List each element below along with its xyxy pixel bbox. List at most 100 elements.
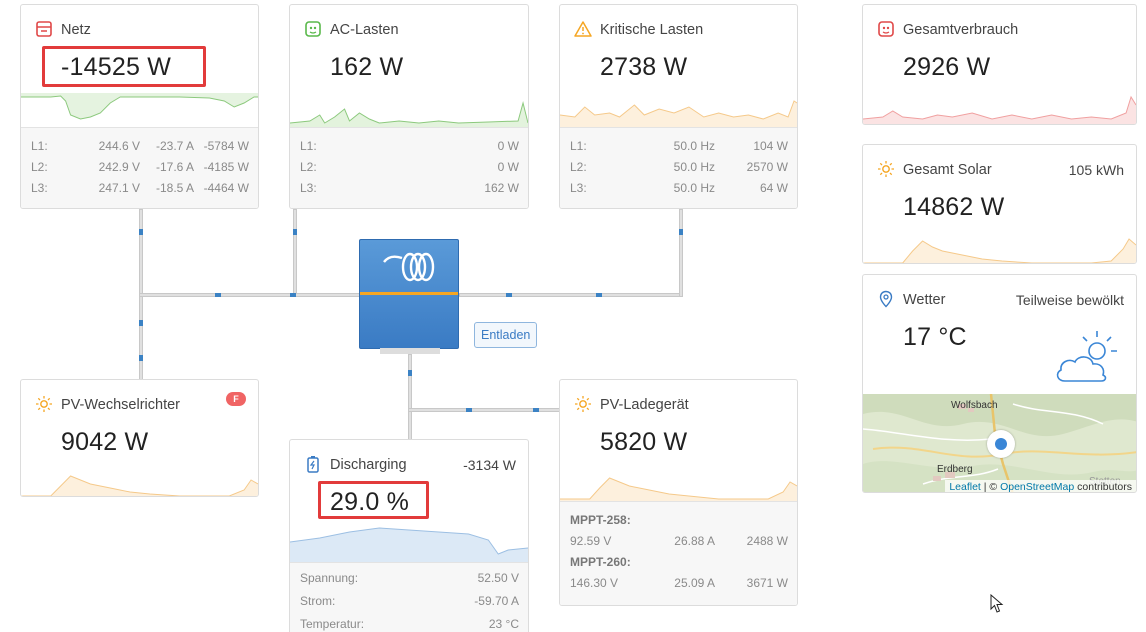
total-solar-sparkline bbox=[863, 238, 1136, 263]
ac-row-l2: L2: 0 W bbox=[300, 160, 519, 174]
grid-title: Netz bbox=[61, 22, 91, 38]
warning-icon bbox=[574, 21, 592, 37]
flow-dot bbox=[596, 293, 602, 297]
inverter-unit[interactable] bbox=[359, 239, 459, 349]
total-solar-title: Gesamt Solar bbox=[903, 162, 992, 178]
battery-title: Discharging bbox=[330, 457, 407, 473]
total-solar-card[interactable]: Gesamt Solar 105 kWh 14862 W bbox=[862, 144, 1137, 264]
critical-loads-sparkline bbox=[560, 100, 797, 127]
ac-loads-details: L1: 0 W L2: 0 W L3: 162 W bbox=[290, 127, 528, 208]
battery-row-current: Strom: -59.70 A bbox=[300, 594, 519, 608]
flow-dot bbox=[139, 320, 143, 326]
critical-loads-details: L1: 50.0 Hz 104 W L2: 50.0 Hz 2570 W L3:… bbox=[560, 127, 797, 208]
pv-inverter-card[interactable]: PV-Wechselrichter F 9042 W bbox=[20, 379, 259, 497]
flow-dot bbox=[679, 229, 683, 235]
grid-row-l1: L1: 244.6 V -23.7 A -5784 W bbox=[31, 139, 249, 153]
mppt-258-title: MPPT-258: bbox=[570, 513, 631, 527]
critical-row-l2: L2: 50.0 Hz 2570 W bbox=[570, 160, 788, 174]
battery-row-voltage: Spannung: 52.50 V bbox=[300, 571, 519, 585]
critical-loads-power: 2738 W bbox=[600, 53, 688, 81]
pv-charger-power: 5820 W bbox=[600, 428, 688, 456]
total-consumption-sparkline bbox=[863, 95, 1136, 124]
map-location-marker[interactable] bbox=[987, 430, 1015, 458]
critical-row-l1: L1: 50.0 Hz 104 W bbox=[570, 139, 788, 153]
ac-loads-title: AC-Lasten bbox=[330, 22, 399, 38]
wire-right-horizontal bbox=[459, 293, 683, 297]
wire-inverter-down bbox=[408, 354, 412, 440]
battery-sparkline bbox=[290, 527, 528, 562]
fronius-badge: F bbox=[226, 392, 246, 406]
grid-sparkline bbox=[21, 93, 258, 120]
flow-dot bbox=[139, 229, 143, 235]
wire-ac-down bbox=[293, 209, 297, 297]
sun-icon bbox=[36, 396, 52, 412]
weather-condition: Teilweise bewölkt bbox=[1015, 292, 1124, 308]
battery-soc: 29.0 % bbox=[330, 488, 410, 516]
mppt-260-row: 146.30 V 25.09 A 3671 W bbox=[570, 576, 788, 590]
pv-charger-card[interactable]: PV-Ladegerät 5820 W MPPT-258: 92.59 V 26… bbox=[559, 379, 798, 606]
wire-main-horizontal bbox=[139, 293, 360, 297]
osm-link[interactable]: OpenStreetMap bbox=[1000, 481, 1075, 493]
critical-row-l3: L3: 50.0 Hz 64 W bbox=[570, 181, 788, 195]
total-consumption-card[interactable]: Gesamtverbrauch 2926 W bbox=[862, 4, 1137, 125]
ac-row-l1: L1: 0 W bbox=[300, 139, 519, 153]
weather-map[interactable]: Wolfsbach Erdberg Stetten Leaflet | © Op… bbox=[863, 394, 1136, 493]
map-label-erdberg: Erdberg bbox=[937, 464, 973, 475]
outlet-icon bbox=[305, 21, 321, 37]
flow-dot bbox=[293, 229, 297, 235]
total-solar-energy: 105 kWh bbox=[1068, 162, 1124, 178]
inverter-stripe bbox=[360, 292, 458, 295]
sun-icon bbox=[878, 161, 894, 177]
critical-loads-card[interactable]: Kritische Lasten 2738 W L1: 50.0 Hz 104 … bbox=[559, 4, 798, 209]
map-label-wolfsbach: Wolfsbach bbox=[951, 400, 998, 411]
grid-details: L1: 244.6 V -23.7 A -5784 W L2: 242.9 V … bbox=[21, 127, 258, 208]
mouse-cursor-icon bbox=[990, 594, 1004, 613]
flow-dot bbox=[290, 293, 296, 297]
inverter-state-badge: Entladen bbox=[474, 322, 538, 348]
leaflet-link[interactable]: Leaflet bbox=[949, 481, 981, 493]
sun-icon bbox=[575, 396, 591, 412]
battery-card[interactable]: Discharging -3134 W 29.0 % Spannung: 52.… bbox=[289, 439, 529, 632]
weather-temperature: 17 °C bbox=[903, 323, 967, 351]
battery-row-temperature: Temperatur: 23 °C bbox=[300, 617, 519, 631]
battery-power: -3134 W bbox=[463, 457, 516, 473]
partly-cloudy-icon bbox=[1056, 331, 1117, 382]
total-solar-power: 14862 W bbox=[903, 193, 1005, 221]
ac-loads-card[interactable]: AC-Lasten 162 W L1: 0 W L2: 0 W L3: 162 … bbox=[289, 4, 529, 209]
grid-icon bbox=[36, 21, 52, 37]
flow-dot bbox=[533, 408, 539, 412]
weather-title: Wetter bbox=[903, 292, 946, 308]
pv-inverter-title: PV-Wechselrichter bbox=[61, 397, 180, 413]
grid-card[interactable]: Netz -14525 W L1: 244.6 V -23.7 A -5784 … bbox=[20, 4, 259, 209]
battery-details: Spannung: 52.50 V Strom: -59.70 A Temper… bbox=[290, 562, 528, 632]
map-attribution: Leaflet | © OpenStreetMap contributors bbox=[945, 480, 1136, 493]
location-pin-icon bbox=[879, 290, 893, 308]
pv-charger-sparkline bbox=[560, 477, 797, 501]
battery-icon bbox=[307, 456, 319, 473]
total-consumption-power: 2926 W bbox=[903, 53, 991, 81]
consumption-icon bbox=[878, 21, 894, 37]
pv-inverter-power: 9042 W bbox=[61, 428, 149, 456]
pv-charger-title: PV-Ladegerät bbox=[600, 397, 689, 413]
pv-inverter-sparkline bbox=[21, 475, 258, 496]
ac-loads-power: 162 W bbox=[330, 53, 404, 81]
flow-dot bbox=[215, 293, 221, 297]
mppt-260-title: MPPT-260: bbox=[570, 555, 631, 569]
ac-loads-sparkline bbox=[290, 101, 528, 127]
flow-dot bbox=[506, 293, 512, 297]
weather-card[interactable]: Wetter Teilweise bewölkt 17 °C Wolfsba bbox=[862, 274, 1137, 493]
ac-row-l3: L3: 162 W bbox=[300, 181, 519, 195]
flow-dot bbox=[408, 370, 412, 376]
flow-dot bbox=[466, 408, 472, 412]
inverter-base bbox=[380, 348, 440, 354]
pv-charger-details: MPPT-258: 92.59 V 26.88 A 2488 W MPPT-26… bbox=[560, 501, 797, 605]
mppt-258-row: 92.59 V 26.88 A 2488 W bbox=[570, 534, 788, 548]
grid-row-l3: L3: 247.1 V -18.5 A -4464 W bbox=[31, 181, 249, 195]
critical-loads-title: Kritische Lasten bbox=[600, 22, 704, 38]
total-consumption-title: Gesamtverbrauch bbox=[903, 22, 1019, 38]
grid-row-l2: L2: 242.9 V -17.6 A -4185 W bbox=[31, 160, 249, 174]
victron-logo-icon bbox=[383, 252, 435, 282]
grid-power: -14525 W bbox=[61, 53, 171, 81]
wire-critical-down bbox=[679, 209, 683, 297]
flow-dot bbox=[139, 355, 143, 361]
